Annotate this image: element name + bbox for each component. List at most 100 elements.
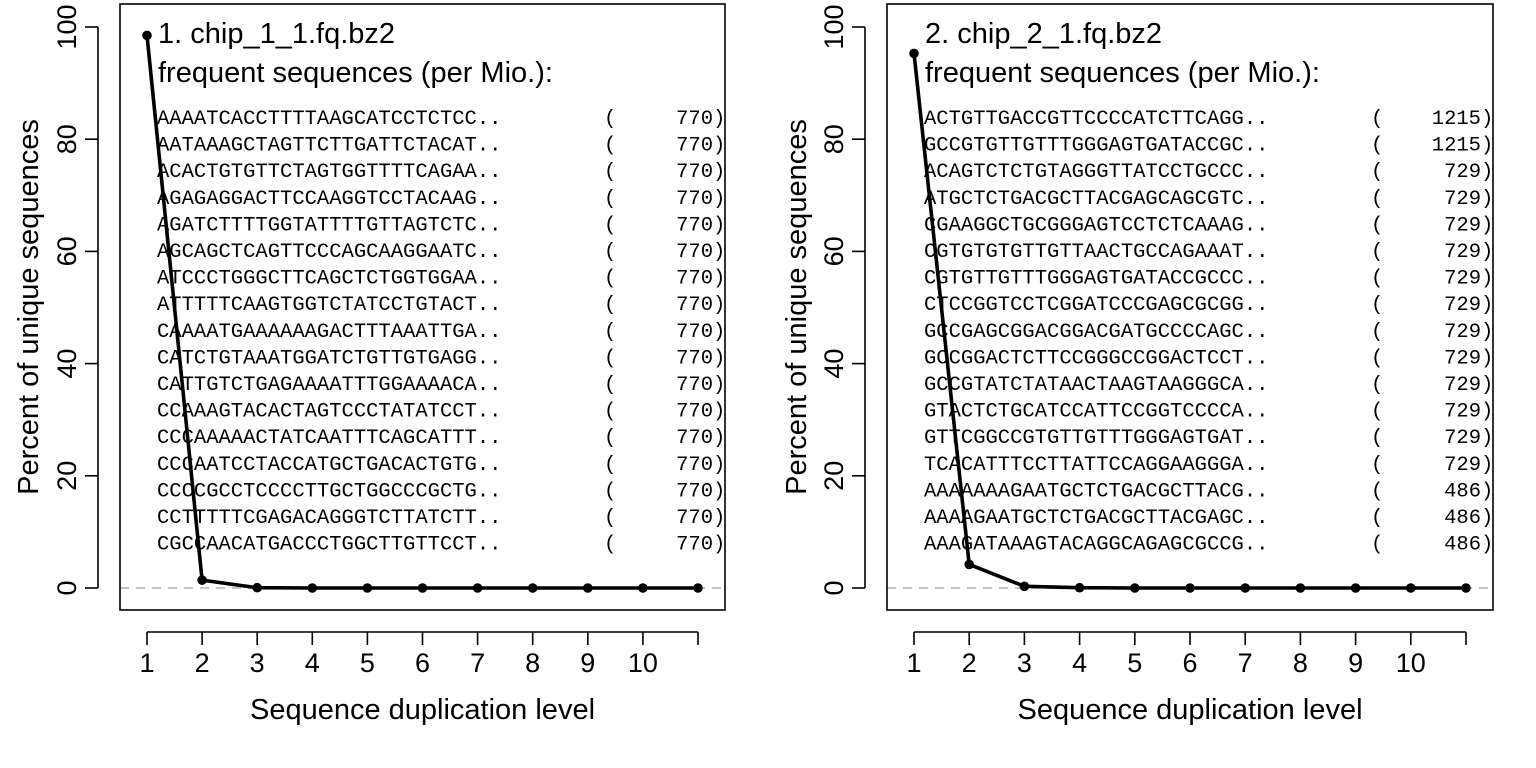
data-point (417, 583, 428, 593)
y-tick-label: 40 (819, 349, 849, 379)
count-close-paren: ) (1481, 401, 1493, 424)
sequence-row: ATTTTTCAAGTGGTCTATCCTGTACT.. (770) (157, 294, 725, 317)
x-tick-label: 7 (470, 648, 485, 678)
sequence-count: 486 (1444, 480, 1481, 503)
data-point (197, 575, 207, 585)
count-open-paren: ( (604, 534, 616, 557)
sequence-row: AGAGAGGACTTCCAAGGTCCTACAAG.. (770) (157, 188, 725, 211)
sequence-count: 770 (676, 321, 713, 344)
count-close-paren: ) (1481, 427, 1493, 450)
sequence-row: CCAAAGTACACTAGTCCCTATATCCT.. (770) (157, 401, 725, 424)
sequence-text: GTTCGGCCGTGTTGTTTGGGAGTGAT.. (924, 427, 1268, 450)
count-close-paren: ) (1481, 321, 1493, 344)
x-tick-label: 7 (1238, 648, 1253, 678)
count-open-paren: ( (604, 188, 616, 211)
data-point (638, 583, 648, 593)
count-open-paren: ( (1371, 454, 1383, 477)
sequence-count: 1215 (1432, 135, 1481, 158)
sequence-count: 770 (676, 188, 713, 211)
plot-frame (119, 3, 726, 611)
sequence-row: AAAATCACCTTTTAAGCATCCTCTCC.. (770) (157, 108, 725, 131)
sequence-text: CATTGTCTGAGAAAATTTGGAAAACA.. (157, 374, 501, 397)
sequence-row: GCCGGACTCTTCCGGGCCGGACTCCT.. (729) (924, 347, 1493, 370)
data-point (1074, 582, 1085, 593)
x-tick-label: 1 (139, 648, 154, 678)
count-open-paren: ( (1371, 480, 1383, 503)
count-open-paren: ( (604, 241, 616, 264)
count-open-paren: ( (1371, 321, 1383, 344)
count-close-paren: ) (713, 294, 725, 317)
sequence-row: CGTGTGTGTTGTTAACTGCCAGAAAT.. (729) (924, 241, 1493, 264)
count-open-paren: ( (604, 135, 616, 158)
sequence-count: 770 (676, 135, 713, 158)
sequence-count: 770 (676, 534, 713, 557)
data-point (964, 559, 974, 570)
sequence-row: AGATCTTTTGGTATTTTGTTAGTCTC.. (770) (157, 214, 725, 237)
frequent-sequence-list: AAAATCACCTTTTAAGCATCCTCTCC..(770)AATAAAG… (157, 108, 725, 557)
sequence-text: CATCTGTAAATGGATCTGTTGTGAGG.. (157, 347, 501, 370)
sequence-count: 729 (1444, 454, 1481, 477)
count-close-paren: ) (713, 321, 725, 344)
count-close-paren: ) (1481, 507, 1493, 530)
sequence-text: CGAAGGCTGCGGGAGTCCTCTCAAAG.. (924, 214, 1268, 237)
sequence-count: 729 (1444, 347, 1481, 370)
sequence-row: CGCCAACATGACCCTGGCTTGTTCCT.. (770) (157, 534, 725, 557)
data-point (1240, 583, 1250, 593)
count-close-paren: ) (1481, 188, 1493, 211)
count-open-paren: ( (604, 268, 616, 291)
sequence-count: 729 (1444, 268, 1481, 291)
x-tick-label: 5 (360, 648, 375, 678)
count-open-paren: ( (604, 161, 616, 184)
sequence-count: 729 (1444, 214, 1481, 237)
data-point (1295, 583, 1306, 593)
y-tick-label: 0 (52, 580, 82, 595)
frequent-sequence-list: ACTGTTGACCGTTCCCCATCTTCAGG..(1215)GCCGTG… (924, 108, 1493, 557)
sequence-row: GTTCGGCCGTGTTGTTTGGGAGTGAT.. (729) (924, 427, 1493, 450)
count-close-paren: ) (1481, 268, 1493, 291)
chart-subtitle: frequent sequences (per Mio.): (925, 57, 1320, 89)
sequence-row: CCCAAAAACTATCAATTTCAGCATTT.. (770) (157, 427, 725, 450)
data-point (252, 582, 262, 593)
data-point (1185, 583, 1195, 593)
plot-frame (886, 3, 1494, 611)
data-point (307, 583, 318, 593)
sequence-text: CTCCGGTCCTCGGATCCCGAGCGCGG.. (924, 294, 1268, 317)
count-close-paren: ) (1481, 294, 1493, 317)
count-open-paren: ( (604, 294, 616, 317)
sequence-count: 770 (676, 241, 713, 264)
count-open-paren: ( (1371, 135, 1383, 158)
x-axis: 1 2 3 4 5 6 7 8 9 10 (139, 631, 699, 678)
y-tick-label: 0 (819, 580, 849, 595)
sequence-text: AAAAAAAGAATGCTCTGACGCTTACG.. (924, 480, 1268, 503)
data-point (1461, 583, 1471, 593)
sequence-row: ATCCCTGGGCTTCAGCTCTGGTGGAA.. (770) (157, 268, 725, 291)
sequence-count: 1215 (1432, 108, 1481, 131)
sequence-text: ACACTGTGTTCTAGTGGTTTTCAGAA.. (157, 161, 501, 184)
sequence-count: 770 (676, 401, 713, 424)
y-tick-label: 100 (52, 4, 82, 49)
y-tick-label: 80 (52, 124, 82, 154)
sequence-text: CCAAAGTACACTAGTCCCTATATCCT.. (157, 401, 501, 424)
sequence-text: ACTGTTGACCGTTCCCCATCTTCAGG.. (924, 108, 1268, 131)
sequence-text: CAAAATGAAAAAAGACTTTAAATTGA.. (157, 321, 501, 344)
count-close-paren: ) (713, 454, 725, 477)
x-tick-label: 2 (962, 648, 977, 678)
sequence-row: CATTGTCTGAGAAAATTTGGAAAACA.. (770) (157, 374, 725, 397)
sequence-row: ACACTGTGTTCTAGTGGTTTTCAGAA.. (770) (157, 161, 725, 184)
sequence-count: 770 (676, 427, 713, 450)
sequence-text: ATCCCTGGGCTTCAGCTCTGGTGGAA.. (157, 268, 501, 291)
chart-title: 2. chip_2_1.fq.bz2 (925, 18, 1162, 50)
sequence-row: GCCGAGCGGACGGACGATGCCCCAGC.. (729) (924, 321, 1493, 344)
count-open-paren: ( (1371, 214, 1383, 237)
count-open-paren: ( (1371, 534, 1383, 557)
count-close-paren: ) (713, 268, 725, 291)
sequence-row: CCTTTTTCGAGACAGGGTCTTATCTT.. (770) (157, 507, 725, 530)
count-open-paren: ( (604, 401, 616, 424)
count-close-paren: ) (713, 507, 725, 530)
count-close-paren: ) (713, 401, 725, 424)
count-close-paren: ) (1481, 454, 1493, 477)
count-open-paren: ( (1371, 294, 1383, 317)
sequence-row: ACAGTCTCTGTAGGGTTATCCTGCCC.. (729) (924, 161, 1493, 184)
x-tick-label: 5 (1127, 648, 1142, 678)
count-open-paren: ( (1371, 241, 1383, 264)
